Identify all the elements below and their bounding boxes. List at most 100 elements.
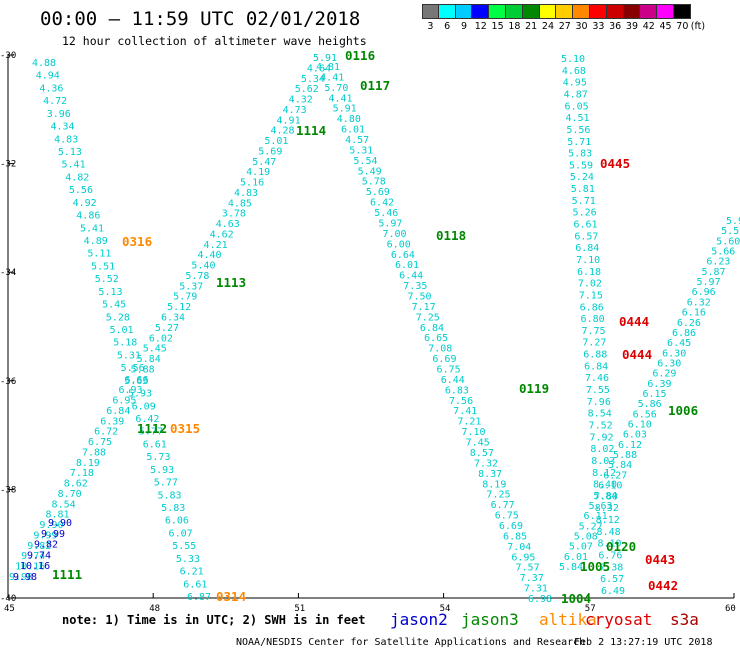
wave-height-value: 4.89 [84,236,108,247]
wave-height-value: 7.37 [520,573,544,584]
wave-height-value: 7.08 [428,344,452,355]
wave-height-value: 6.86 [672,328,696,339]
wave-height-value: 8.81 [45,510,69,521]
wave-height-value: 4.34 [50,122,74,133]
wave-height-value: 5.11 [87,249,111,260]
wave-height-value: 6.72 [94,427,118,438]
wave-height-value: 6.27 [603,470,627,481]
wave-height-value: 5.51 [721,226,740,237]
wave-height-value: 7.45 [466,438,490,449]
wave-height-value: 3.96 [47,109,71,120]
wave-height-colorbar: 3 6 9 12 15 18 21 24 27 30 33 36 39 42 45 70 (ft) [422,4,705,36]
wave-height-value: 7.31 [524,584,548,595]
wave-height-value: 4.94 [36,71,60,82]
wave-height-value: 6.57 [574,231,598,242]
colorbar-swatch [438,4,456,19]
pass-time-label: 0444 [619,314,649,329]
wave-height-value: 6.96 [692,287,716,298]
lon-tick-label: 60 [725,604,736,614]
satellite-tracks: 4.884.944.364.723.964.344.835.135.414.82… [9,53,740,605]
colorbar-swatch [455,4,473,19]
wave-height-value: 5.40 [191,261,215,272]
wave-height-value: 7.18 [70,468,94,479]
wave-height-value: 6.18 [577,267,601,278]
wave-height-value: 6.84 [575,243,599,254]
colorbar-unit: (ft) [690,21,706,32]
wave-height-value: 8.40 [593,480,617,491]
wave-height-value: 4.83 [54,134,78,145]
wave-height-value: 6.84 [420,323,444,334]
wave-height-value: 5.41 [80,223,104,234]
pass-time-label: 1112 [137,421,167,436]
wave-height-value: 5.45 [102,300,126,311]
colorbar-label: 33 [592,21,605,32]
wave-height-value: 6.42 [370,198,394,209]
wave-height-value: 8.10 [597,539,621,550]
colorbar-swatch [589,4,607,19]
wave-height-value: 4.36 [39,83,63,94]
wave-height-value: 6.98 [528,594,552,605]
wave-height-value: 8.19 [76,458,100,469]
wave-height-value: 8.48 [597,527,621,538]
wave-height-value: 7.57 [516,563,540,574]
wave-height-value: 5.24 [570,172,594,183]
wave-height-value: 7.41 [453,406,477,417]
wave-height-value: 5.46 [374,208,398,219]
wave-height-value: 5.93 [726,216,740,227]
wave-height-value: 7.56 [449,396,473,407]
wave-height-value: 7.38 [599,562,623,573]
wave-height-value: 6.95 [112,396,136,407]
wave-height-value: 6.32 [687,297,711,308]
wave-height-value: 6.75 [495,511,519,522]
lon-tick-label: 54 [440,604,451,614]
wave-height-value: 4.81 [316,62,340,73]
wave-height-value: 6.12 [618,440,642,451]
pass-time-label: 0119 [519,381,549,396]
colorbar-swatch [505,4,523,19]
pass-time-label: 1006 [668,403,698,418]
wave-height-value: 5.77 [154,478,178,489]
map-frame [7,55,734,599]
wave-height-value: 5.13 [98,287,122,298]
wave-height-value: 6.30 [657,358,681,369]
wave-height-value: 7.17 [412,302,436,313]
wave-height-value: 5.84 [608,460,632,471]
wave-height-value: 6.44 [399,271,423,282]
wave-height-value: 5.63 [124,376,148,387]
wave-height-value: 7.75 [581,326,605,337]
wave-height-value: 6.29 [652,369,676,380]
wave-height-value: 7.55 [586,385,610,396]
wave-height-value: 6.05 [565,101,589,112]
footer-note: note: 1) Time is in UTC; 2) SWH is in fe… [62,613,365,627]
wave-height-value: 5.83 [157,490,181,501]
wave-height-value: 6.64 [391,250,415,261]
wave-height-value: 5.87 [701,267,725,278]
wave-height-value: 5.59 [569,160,593,171]
wave-height-value: 6.95 [511,552,535,563]
wave-height-value: 7.35 [403,281,427,292]
colorbar-label: 45 [659,21,672,32]
lon-tick-label: 45 [4,604,15,614]
wave-height-value: 8.62 [64,479,88,490]
wave-height-value: 5.71 [572,196,596,207]
wave-height-value: 5.34 [301,74,325,85]
wave-height-value: 8.19 [482,479,506,490]
wave-height-value: 7.88 [82,447,106,458]
track-a: 4.884.944.364.723.964.344.835.135.414.82… [32,58,211,603]
legend-item-altika: altika [539,610,597,629]
wave-height-value: 9.74 [21,551,45,562]
wave-height-value: 9.82 [34,540,58,551]
colorbar-swatch [657,4,674,19]
pass-time-label: 0118 [436,228,466,243]
colorbar-swatch [673,4,691,19]
wave-height-value: 6.07 [169,528,193,539]
colorbar-swatch [539,4,557,19]
wave-height-value: 7.80 [594,491,618,502]
wave-height-value: 4.41 [320,72,344,83]
wave-height-value: 5.91 [333,104,357,115]
wave-height-value: 6.23 [706,257,730,268]
wave-height-value: 5.81 [571,184,595,195]
wave-height-value: 7.32 [474,458,498,469]
wave-height-value: 6.01 [341,125,365,136]
